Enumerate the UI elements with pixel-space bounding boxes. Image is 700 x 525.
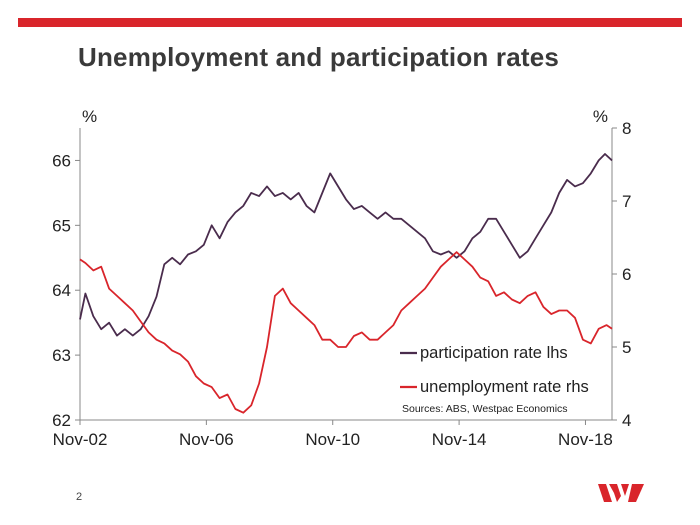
page-number: 2 [76,491,83,503]
legend-label: participation rate lhs [420,344,568,362]
participation-rate-line [79,153,613,337]
left-axis-tick-label: 64 [52,281,71,300]
right-axis-tick-label: 4 [622,411,631,430]
right-axis-tick-label: 7 [622,192,631,211]
left-axis-tick-label: 66 [52,151,71,170]
x-axis-tick-label: Nov-14 [432,430,487,449]
x-axis-tick-label: Nov-10 [305,430,360,449]
x-axis-tick-label: Nov-06 [179,430,234,449]
legend-label: unemployment rate rhs [420,378,589,396]
right-axis-tick-label: 8 [622,119,631,138]
left-axis-tick-label: 65 [52,216,71,235]
unemployment-rate-line [79,251,613,414]
left-axis-tick-label: 62 [52,411,71,430]
top-accent-bar [18,18,682,27]
right-axis-tick-label: 5 [622,338,631,357]
right-axis-unit-label: % [593,107,608,126]
x-axis-tick-label: Nov-02 [53,430,108,449]
axes: % % 62 63 64 65 66 4 5 6 7 8 Nov-02 Nov-06 Nov-10 Nov-1… [52,107,631,449]
left-axis-unit-label: % [82,107,97,126]
series-lines [79,153,613,414]
slide-title: Unemployment and participation rates [78,42,560,72]
left-axis-tick-label: 63 [52,346,71,365]
legend: participation rate lhs unemployment rate … [400,344,589,415]
westpac-logo-icon [598,484,644,502]
x-axis-tick-label: Nov-18 [558,430,613,449]
source-note: Sources: ABS, Westpac Economics [402,403,568,415]
right-axis-tick-label: 6 [622,265,631,284]
